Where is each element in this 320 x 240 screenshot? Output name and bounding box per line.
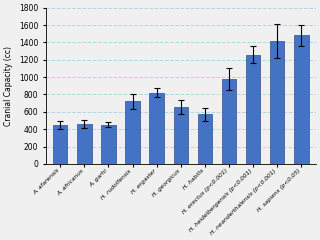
Bar — [246, 54, 260, 164]
Y-axis label: Cranial Capacity (cc): Cranial Capacity (cc) — [4, 46, 13, 126]
Bar — [222, 79, 236, 164]
Bar — [77, 124, 92, 164]
Bar — [101, 125, 116, 164]
Bar — [125, 102, 140, 164]
Bar — [149, 93, 164, 164]
Bar — [173, 107, 188, 164]
Bar — [198, 114, 212, 164]
Bar — [294, 36, 308, 164]
Bar — [270, 41, 284, 164]
Bar — [53, 125, 68, 164]
